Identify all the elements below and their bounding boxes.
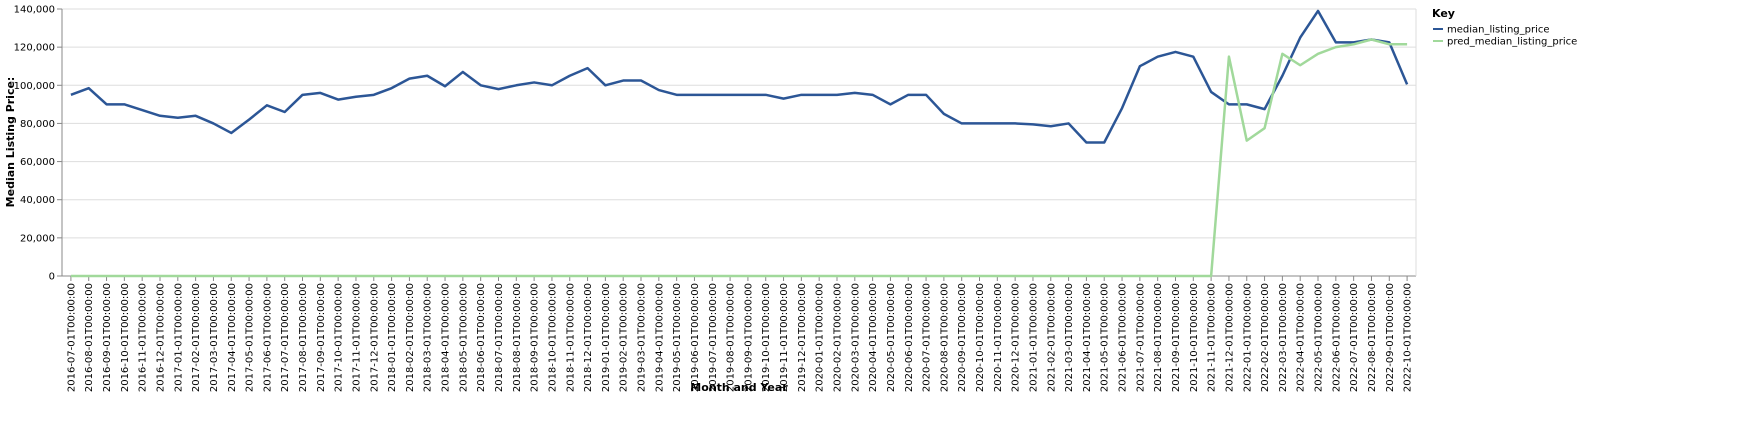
x-tick-label: 2018-03-01T00:00:00 bbox=[423, 283, 434, 392]
x-tick-label: 2020-05-01T00:00:00 bbox=[886, 283, 897, 392]
x-tick-label: 2018-06-01T00:00:00 bbox=[476, 283, 487, 392]
x-tick-label: 2020-12-01T00:00:00 bbox=[1011, 283, 1022, 392]
x-tick-label: 2017-01-01T00:00:00 bbox=[173, 283, 184, 392]
x-tick-label: 2018-08-01T00:00:00 bbox=[512, 283, 523, 392]
x-tick-label: 2019-04-01T00:00:00 bbox=[654, 283, 665, 392]
x-tick-label: 2017-11-01T00:00:00 bbox=[351, 283, 362, 392]
x-tick-label: 2022-01-01T00:00:00 bbox=[1242, 283, 1253, 392]
x-tick-label: 2018-12-01T00:00:00 bbox=[583, 283, 594, 392]
x-tick-label: 2021-06-01T00:00:00 bbox=[1118, 283, 1129, 392]
legend-label: median_listing_price bbox=[1447, 25, 1550, 36]
x-tick-label: 2021-05-01T00:00:00 bbox=[1100, 283, 1111, 392]
x-tick-label: 2017-05-01T00:00:00 bbox=[245, 283, 256, 392]
x-tick-label: 2019-12-01T00:00:00 bbox=[797, 283, 808, 392]
x-tick-label: 2018-10-01T00:00:00 bbox=[547, 283, 558, 392]
y-tick-label: 0 bbox=[49, 272, 55, 283]
x-tick-label: 2021-10-01T00:00:00 bbox=[1189, 283, 1200, 392]
x-tick-label: 2018-01-01T00:00:00 bbox=[387, 283, 398, 392]
y-axis-title: Median Listing Price: bbox=[4, 77, 17, 208]
x-tick-label: 2016-09-01T00:00:00 bbox=[102, 283, 113, 392]
x-tick-label: 2020-06-01T00:00:00 bbox=[904, 283, 915, 392]
x-tick-label: 2022-06-01T00:00:00 bbox=[1331, 283, 1342, 392]
x-tick-label: 2021-04-01T00:00:00 bbox=[1082, 283, 1093, 392]
x-tick-label: 2021-11-01T00:00:00 bbox=[1207, 283, 1218, 392]
y-tick-label: 60,000 bbox=[20, 157, 55, 168]
line-series bbox=[70, 38, 1408, 278]
x-tick-label: 2022-10-01T00:00:00 bbox=[1403, 283, 1414, 392]
x-tick-label: 2017-07-01T00:00:00 bbox=[280, 283, 291, 392]
x-tick-label: 2020-01-01T00:00:00 bbox=[815, 283, 826, 392]
x-tick-label: 2019-11-01T00:00:00 bbox=[779, 283, 790, 392]
x-tick-label: 2022-05-01T00:00:00 bbox=[1314, 283, 1325, 392]
x-tick-label: 2021-12-01T00:00:00 bbox=[1224, 283, 1235, 392]
x-tick-label: 2017-08-01T00:00:00 bbox=[298, 283, 309, 392]
legend-label: pred_median_listing_price bbox=[1447, 37, 1577, 48]
x-tick-label: 2019-08-01T00:00:00 bbox=[726, 283, 737, 392]
x-tick-label: 2022-03-01T00:00:00 bbox=[1278, 283, 1289, 392]
x-tick-label: 2020-11-01T00:00:00 bbox=[993, 283, 1004, 392]
x-axis-title: Month and Year bbox=[690, 381, 788, 394]
x-tick-label: 2020-07-01T00:00:00 bbox=[922, 283, 933, 392]
x-tick-label: 2021-09-01T00:00:00 bbox=[1171, 283, 1182, 392]
x-tick-label: 2021-07-01T00:00:00 bbox=[1135, 283, 1146, 392]
y-tick-label: 140,000 bbox=[14, 5, 55, 16]
x-tick-label: 2022-02-01T00:00:00 bbox=[1260, 283, 1271, 392]
x-tick-label: 2018-04-01T00:00:00 bbox=[441, 283, 452, 392]
x-tick-label: 2017-02-01T00:00:00 bbox=[191, 283, 202, 392]
x-tick-label: 2021-03-01T00:00:00 bbox=[1064, 283, 1075, 392]
x-tick-label: 2020-04-01T00:00:00 bbox=[868, 283, 879, 392]
x-tick-label: 2017-09-01T00:00:00 bbox=[316, 283, 327, 392]
x-tick-label: 2020-02-01T00:00:00 bbox=[832, 283, 843, 392]
x-tick-label: 2020-03-01T00:00:00 bbox=[850, 283, 861, 392]
x-tick-label: 2016-08-01T00:00:00 bbox=[84, 283, 95, 392]
x-tick-label: 2019-01-01T00:00:00 bbox=[601, 283, 612, 392]
x-tick-label: 2021-08-01T00:00:00 bbox=[1153, 283, 1164, 392]
x-tick-label: 2021-02-01T00:00:00 bbox=[1046, 283, 1057, 392]
x-tick-label: 2019-10-01T00:00:00 bbox=[761, 283, 772, 392]
x-tick-label: 2018-11-01T00:00:00 bbox=[565, 283, 576, 392]
x-tick-label: 2019-06-01T00:00:00 bbox=[690, 283, 701, 392]
x-tick-label: 2016-07-01T00:00:00 bbox=[66, 283, 77, 392]
x-tick-label: 2019-05-01T00:00:00 bbox=[672, 283, 683, 392]
x-tick-label: 2018-02-01T00:00:00 bbox=[405, 283, 416, 392]
x-tick-label: 2022-08-01T00:00:00 bbox=[1367, 283, 1378, 392]
x-tick-label: 2022-09-01T00:00:00 bbox=[1385, 283, 1396, 392]
x-tick-label: 2016-10-01T00:00:00 bbox=[120, 283, 131, 392]
x-tick-label: 2020-09-01T00:00:00 bbox=[957, 283, 968, 392]
x-tick-label: 2019-09-01T00:00:00 bbox=[743, 283, 754, 392]
y-tick-label: 20,000 bbox=[20, 233, 55, 244]
y-tick-label: 100,000 bbox=[14, 81, 55, 92]
x-tick-label: 2017-10-01T00:00:00 bbox=[334, 283, 345, 392]
x-tick-label: 2018-05-01T00:00:00 bbox=[458, 283, 469, 392]
x-tick-label: 2018-07-01T00:00:00 bbox=[494, 283, 505, 392]
x-tick-label: 2022-07-01T00:00:00 bbox=[1349, 283, 1360, 392]
x-tick-label: 2017-06-01T00:00:00 bbox=[262, 283, 273, 392]
y-tick-label: 120,000 bbox=[14, 43, 55, 54]
x-tick-label: 2017-03-01T00:00:00 bbox=[209, 283, 220, 392]
x-tick-label: 2016-11-01T00:00:00 bbox=[138, 283, 149, 392]
x-tick-label: 2020-10-01T00:00:00 bbox=[975, 283, 986, 392]
legend-title: Key bbox=[1432, 7, 1455, 20]
x-tick-label: 2019-07-01T00:00:00 bbox=[708, 283, 719, 392]
x-tick-label: 2019-02-01T00:00:00 bbox=[619, 283, 630, 392]
line-series bbox=[70, 9, 1409, 144]
x-tick-label: 2017-04-01T00:00:00 bbox=[227, 283, 238, 392]
y-tick-label: 40,000 bbox=[20, 195, 55, 206]
x-tick-label: 2022-04-01T00:00:00 bbox=[1296, 283, 1307, 392]
x-tick-label: 2019-03-01T00:00:00 bbox=[637, 283, 648, 392]
x-tick-label: 2016-12-01T00:00:00 bbox=[155, 283, 166, 392]
x-tick-label: 2020-08-01T00:00:00 bbox=[939, 283, 950, 392]
x-tick-label: 2018-09-01T00:00:00 bbox=[530, 283, 541, 392]
x-tick-label: 2017-12-01T00:00:00 bbox=[369, 283, 380, 392]
x-tick-label: 2021-01-01T00:00:00 bbox=[1028, 283, 1039, 392]
y-tick-label: 80,000 bbox=[20, 119, 55, 130]
